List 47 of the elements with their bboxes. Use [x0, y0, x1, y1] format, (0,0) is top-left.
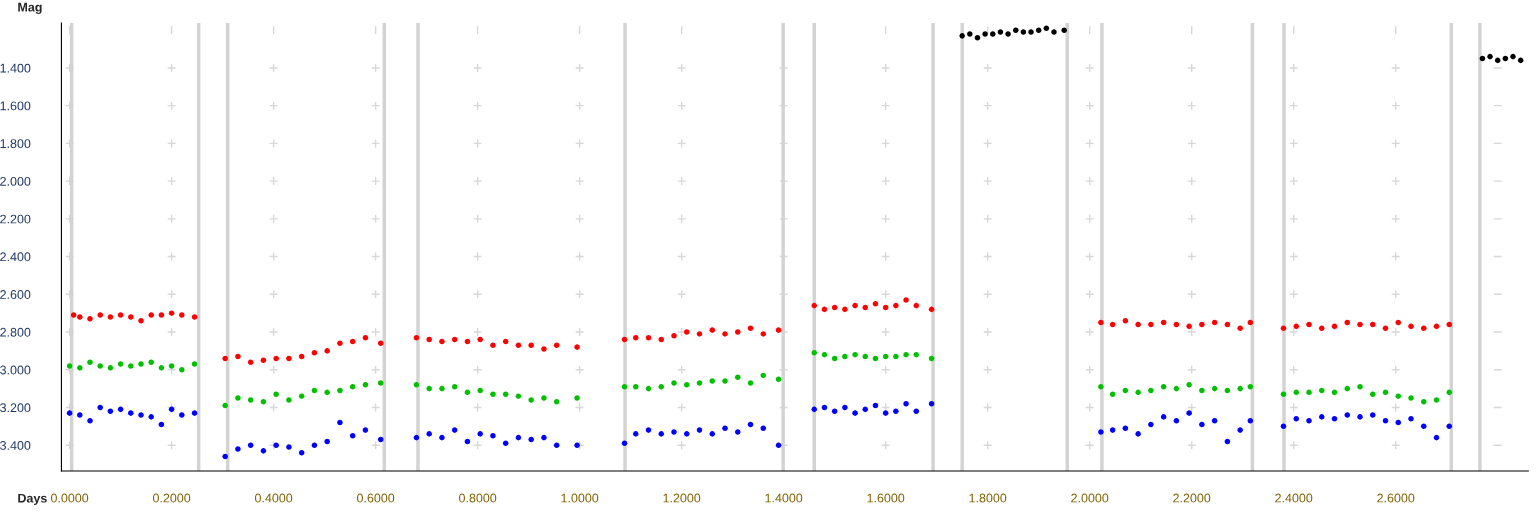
y-tick-label: 1.600 [0, 101, 31, 111]
y-tick-label: 3.200 [0, 403, 31, 413]
y-tick-label: 1.800 [0, 139, 31, 149]
point [1502, 55, 1509, 62]
y-tick-label: 2.000 [0, 176, 31, 186]
point [1051, 29, 1057, 35]
point [1517, 57, 1524, 64]
point [982, 31, 988, 37]
x-tick-label: 2.2000 [1173, 493, 1211, 503]
y-tick-label: 3.000 [0, 365, 31, 375]
x-tick-label: 2.6000 [1377, 493, 1415, 503]
point [990, 31, 996, 37]
x-tick-label: 1.2000 [663, 493, 701, 503]
point [1028, 29, 1034, 35]
point [1020, 29, 1027, 35]
point [959, 33, 965, 39]
x-tick-label: 0.2000 [152, 493, 191, 503]
y-tick-label: 1.400 [0, 63, 31, 73]
point [1035, 27, 1042, 33]
point [997, 29, 1004, 35]
point [1494, 57, 1501, 64]
point [1510, 53, 1516, 60]
x-tick-label: 0.4000 [254, 493, 293, 503]
y-tick-label: 2.200 [0, 214, 31, 224]
x-tick-label: 0.8000 [459, 493, 497, 503]
y-tick-label: 3.400 [0, 441, 31, 450]
y-tick-label: 2.800 [0, 327, 31, 337]
x-tick-label: 2.0000 [1071, 493, 1109, 503]
y-axis-title: Mag [18, 2, 42, 15]
x-tick-label: 1.8000 [969, 493, 1007, 503]
y-tick-label: 2.400 [0, 252, 31, 262]
point [1479, 55, 1486, 62]
point [1061, 27, 1067, 33]
x-tick-label: 2.4000 [1275, 493, 1313, 503]
point [1012, 27, 1019, 33]
x-tick-label: 1.4000 [765, 493, 803, 503]
point [967, 31, 973, 37]
x-tick-label: 1.6000 [867, 493, 905, 503]
y-tick-label: 2.600 [0, 290, 31, 299]
point [1005, 31, 1011, 37]
x-tick-label: 0.6000 [357, 493, 395, 503]
point [974, 34, 981, 41]
x-tick-label: 0.0000 [50, 493, 89, 503]
x-tick-label: 1.0000 [561, 493, 599, 503]
point [1043, 25, 1050, 32]
x-axis-title: Days [18, 493, 47, 506]
point [1487, 53, 1493, 60]
